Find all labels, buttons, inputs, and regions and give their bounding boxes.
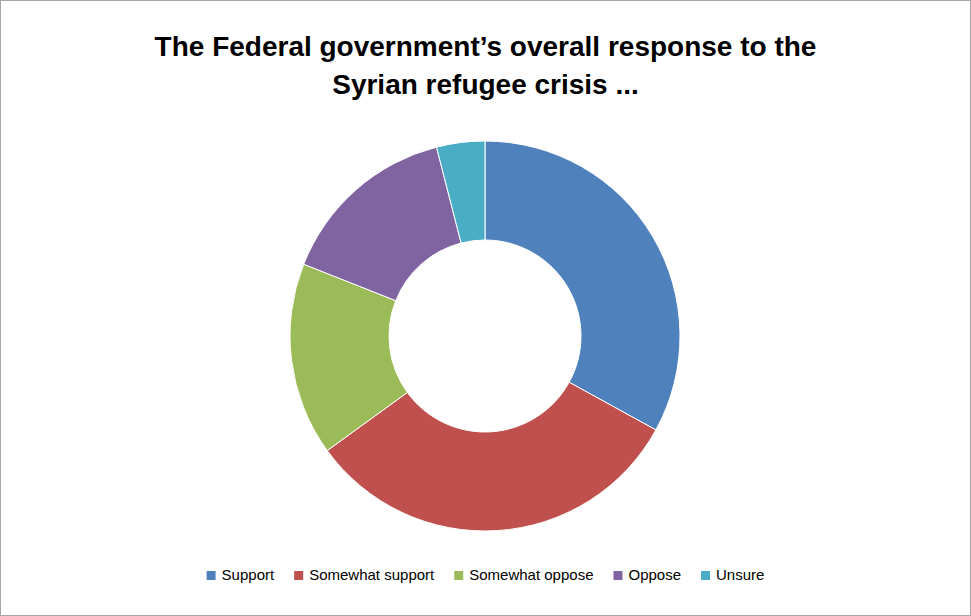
legend-swatch xyxy=(701,571,710,580)
legend-label: Somewhat oppose xyxy=(469,566,593,583)
chart: The Federal government’s overall respons… xyxy=(0,0,971,616)
legend-item: Somewhat support xyxy=(294,566,435,583)
legend-item: Support xyxy=(207,566,275,583)
slice xyxy=(437,141,485,243)
legend-label: Somewhat support xyxy=(309,566,435,583)
legend-swatch xyxy=(207,571,216,580)
chart-title: The Federal government’s overall respons… xyxy=(155,31,817,100)
legend-swatch xyxy=(613,571,622,580)
legend-label: Support xyxy=(222,566,275,583)
legend-swatch xyxy=(454,571,463,580)
legend-label: Oppose xyxy=(628,566,681,583)
legend-swatch xyxy=(294,571,303,580)
legend: Support Somewhat support Somewhat oppose Op… xyxy=(207,566,765,583)
slice xyxy=(485,141,680,430)
chart-frame xyxy=(1,1,971,616)
donut xyxy=(290,141,680,531)
legend-label: Unsure xyxy=(716,566,764,583)
legend-item: Oppose xyxy=(613,566,681,583)
legend-item: Unsure xyxy=(701,566,764,583)
slice xyxy=(304,147,461,301)
legend-item: Somewhat oppose xyxy=(454,566,593,583)
